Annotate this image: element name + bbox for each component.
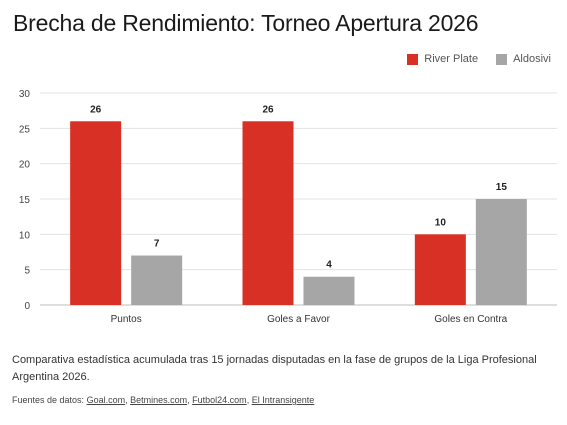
y-tick-label: 0 [24, 301, 30, 312]
data-label: 26 [262, 104, 274, 115]
x-tick-label: Goles a Favor [267, 314, 330, 325]
bar [131, 255, 183, 305]
legend-item-aldosivi: Aldosivi [496, 53, 551, 65]
bar [475, 199, 527, 305]
y-tick-label: 20 [19, 160, 31, 171]
source-link-betmines[interactable]: Betmines.com [130, 395, 188, 405]
data-label: 7 [154, 239, 160, 250]
bar [70, 121, 122, 306]
source-link-goal[interactable]: Goal.com [86, 395, 126, 405]
legend-item-river-plate: River Plate [407, 53, 478, 65]
chart-title: Brecha de Rendimiento: Torneo Apertura 2… [13, 10, 479, 36]
x-tick-label: Goles en Contra [434, 314, 507, 325]
source-link-futbol24[interactable]: Futbol24.com [192, 395, 247, 405]
bar [303, 276, 355, 305]
y-tick-label: 5 [24, 266, 30, 277]
y-tick-label: 30 [19, 89, 31, 100]
sources-label: Fuentes de datos: [12, 395, 85, 405]
data-label: 15 [496, 182, 508, 193]
data-label: 26 [90, 104, 102, 115]
bar-chart: 0 5 10 15 20 25 30 26 7 Puntos 26 4 Goles a Favor 10 1… [19, 89, 557, 325]
x-tick-label: Puntos [111, 314, 142, 325]
data-label: 4 [326, 260, 332, 271]
sources-line: Fuentes de datos: Goal.com, Betmines.com… [12, 395, 315, 405]
bar [242, 121, 294, 306]
source-link-el-intransigente[interactable]: El Intransigente [251, 395, 315, 405]
legend-label-aldosivi: Aldosivi [513, 53, 551, 65]
y-tick-label: 15 [19, 195, 31, 206]
data-label: 10 [435, 217, 447, 228]
legend-swatch-aldosivi [496, 53, 508, 65]
legend-swatch-river-plate [407, 53, 419, 65]
bar [414, 234, 466, 305]
y-tick-label: 10 [19, 230, 31, 241]
chart-caption: Comparativa estadística acumulada tras 1… [12, 354, 537, 383]
legend-label-river-plate: River Plate [424, 53, 479, 65]
legend: River Plate Aldosivi [407, 53, 551, 65]
y-tick-label: 25 [19, 124, 31, 135]
